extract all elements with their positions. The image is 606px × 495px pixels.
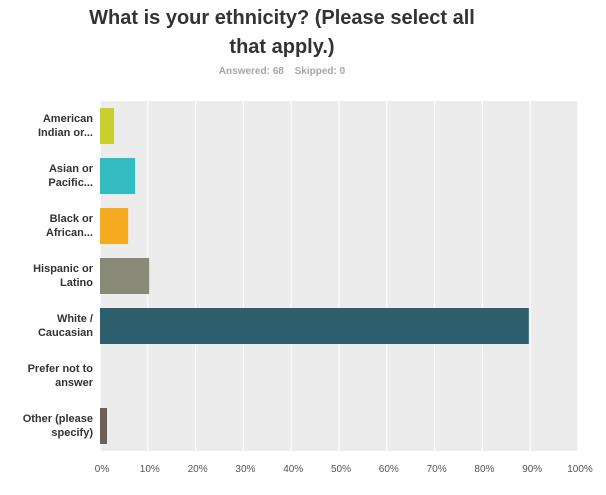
x-tick-label: 0% (95, 464, 110, 475)
x-tick-label: 60% (379, 464, 399, 475)
bar[interactable] (100, 108, 115, 144)
category-label: White / Caucasian (37, 313, 93, 339)
bar[interactable] (100, 308, 529, 344)
category-label: American Indian or... (37, 113, 93, 139)
chart-title-line-2: that apply.) (229, 36, 335, 58)
x-tick-label: 40% (283, 464, 303, 475)
x-tick-label: 10% (140, 464, 160, 475)
x-tick-label: 100% (567, 464, 593, 475)
x-tick-label: 30% (235, 464, 255, 475)
chart-title-line-1: What is your ethnicity? (Please select a… (89, 7, 475, 29)
bar[interactable] (100, 258, 150, 294)
x-tick-label: 70% (427, 464, 447, 475)
category-label: Other (please specify) (22, 413, 93, 439)
category-label: Prefer not to answer (27, 363, 93, 389)
bar[interactable] (100, 208, 129, 244)
category-label: Asian or Pacific... (48, 163, 93, 189)
skipped-count: Skipped: 0 (294, 66, 346, 77)
x-tick-label: 80% (474, 464, 494, 475)
bar[interactable] (100, 408, 108, 444)
bar[interactable] (100, 158, 136, 194)
response-stats: Answered: 68 Skipped: 0 (0, 66, 564, 77)
x-tick-label: 20% (188, 464, 208, 475)
chart-title: What is your ethnicity? (Please select a… (0, 4, 564, 62)
x-tick-label: 90% (522, 464, 542, 475)
category-label: Hispanic or Latino (33, 263, 93, 289)
category-label: Black or African... (45, 213, 93, 239)
x-tick-label: 50% (331, 464, 351, 475)
answered-count: Answered: 68 (218, 66, 284, 77)
